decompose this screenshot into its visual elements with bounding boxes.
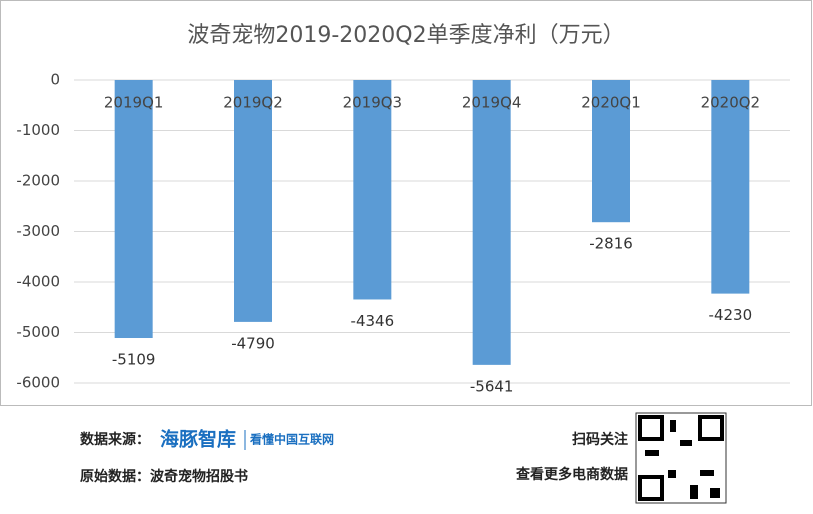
x-tick-label: 2019Q2 [223, 94, 283, 112]
more-label: 查看更多电商数据 [516, 466, 628, 483]
y-tick-label: -2000 [16, 172, 60, 190]
y-tick-label: -1000 [16, 121, 60, 139]
y-tick-label: -6000 [16, 374, 60, 392]
x-tick-label: 2020Q2 [701, 94, 761, 112]
bar [353, 80, 392, 300]
data-label: -4230 [709, 306, 753, 324]
qr-code [635, 412, 727, 504]
raw-source: 原始数据：波奇宠物招股书 [80, 468, 248, 485]
x-tick-label: 2019Q1 [104, 94, 164, 112]
data-label: -2816 [589, 235, 633, 253]
bar [711, 80, 750, 294]
data-label: -5641 [470, 377, 514, 395]
bar [234, 80, 272, 322]
x-tick-label: 2020Q1 [581, 94, 641, 112]
x-tick-label: 2019Q4 [462, 94, 522, 112]
y-tick-label: -4000 [16, 273, 60, 291]
logo: 海豚智库 [160, 428, 236, 451]
chart-title: 波奇宠物2019-2020Q2单季度净利（万元） [187, 23, 624, 48]
x-tick-label: 2019Q3 [343, 94, 403, 112]
data-label: -4346 [351, 312, 395, 330]
data-label: -5109 [112, 351, 156, 369]
bar [114, 80, 153, 339]
data-label: -4790 [231, 334, 275, 352]
source-label: 数据来源： [80, 431, 150, 448]
y-tick-label: 0 [50, 71, 60, 89]
bar [472, 80, 511, 365]
scan-label: 扫码关注 [572, 431, 628, 448]
y-tick-label: -3000 [16, 222, 60, 240]
logo-tagline: 看懂中国互联网 [250, 432, 334, 447]
bar [592, 80, 630, 223]
y-tick-label: -5000 [16, 323, 60, 341]
